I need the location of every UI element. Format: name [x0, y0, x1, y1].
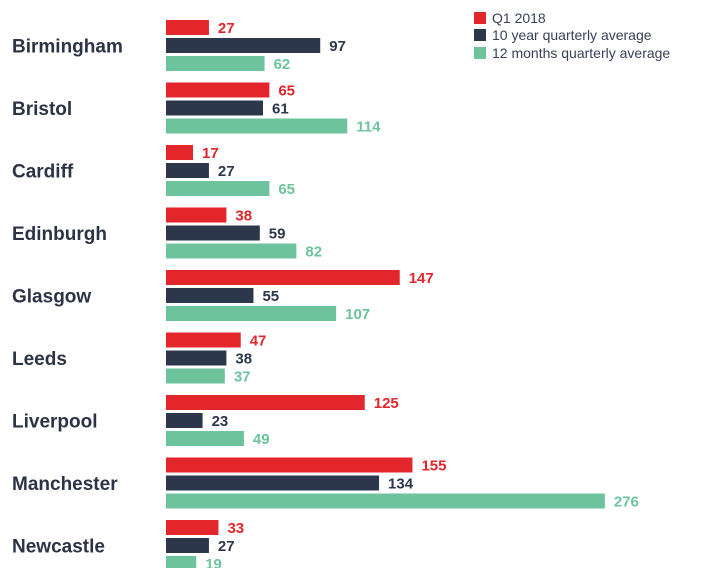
value-label-cardiff-10-year-quarterly-average: 27: [218, 163, 235, 180]
value-label-edinburgh-10-year-quarterly-average: 59: [269, 226, 286, 243]
value-label-manchester-q1-2018: 155: [421, 458, 446, 475]
bar-edinburgh-q1-2018: [166, 207, 227, 223]
value-label-leeds-10-year-quarterly-average: 38: [235, 351, 252, 368]
bar-edinburgh-10-year-quarterly-average: [166, 225, 260, 241]
legend-label-q1-2018: Q1 2018: [492, 9, 546, 26]
value-label-manchester-12-months-quarterly-average: 276: [614, 494, 639, 511]
bar-newcastle-q1-2018: [166, 520, 219, 535]
bar-cardiff-10-year-quarterly-average: [166, 163, 209, 178]
value-label-edinburgh-q1-2018: 38: [235, 208, 252, 225]
bar-birmingham-10-year-quarterly-average: [166, 38, 321, 53]
value-label-newcastle-q1-2018: 33: [227, 520, 244, 537]
bar-glasgow-q1-2018: [166, 270, 400, 285]
category-label-bristol: Bristol: [12, 99, 72, 120]
bar-liverpool-q1-2018: [166, 395, 365, 410]
bar-cardiff-q1-2018: [166, 145, 194, 160]
value-label-glasgow-q1-2018: 147: [409, 270, 434, 287]
legend-swatch-10-year-average: [474, 29, 486, 42]
bar-bristol-12-months-quarterly-average: [166, 118, 348, 134]
legend-label-10-year-average: 10 year quarterly average: [492, 27, 652, 44]
legend-item-q1-2018: Q1 2018: [474, 9, 670, 27]
value-label-birmingham-10-year-quarterly-average: 97: [329, 38, 346, 55]
bar-manchester-q1-2018: [166, 457, 413, 473]
value-label-bristol-10-year-quarterly-average: 61: [272, 101, 289, 118]
bar-newcastle-10-year-quarterly-average: [166, 538, 209, 553]
bar-liverpool-12-months-quarterly-average: [166, 431, 244, 446]
bar-leeds-10-year-quarterly-average: [166, 350, 227, 366]
bar-newcastle-12-months-quarterly-average: [166, 556, 197, 568]
category-labels: Birmingham Bristol Cardiff Edinburgh Glasgow…: [12, 37, 123, 558]
value-label-liverpool-q1-2018: 125: [374, 395, 399, 412]
value-label-liverpool-10-year-quarterly-average: 23: [212, 413, 229, 430]
legend-label-12-months-average: 12 months quarterly average: [492, 44, 671, 61]
bar-glasgow-10-year-quarterly-average: [166, 288, 254, 303]
legend-item-12-months-average: 12 months quarterly average: [474, 44, 670, 62]
category-label-manchester: Manchester: [12, 474, 118, 495]
bar-cardiff-12-months-quarterly-average: [166, 181, 270, 196]
category-label-cardiff: Cardiff: [12, 162, 74, 183]
bar-birmingham-12-months-quarterly-average: [166, 56, 265, 71]
value-label-edinburgh-12-months-quarterly-average: 82: [305, 244, 322, 261]
bar-manchester-10-year-quarterly-average: [166, 475, 380, 491]
value-label-leeds-12-months-quarterly-average: 37: [234, 369, 251, 386]
value-label-glasgow-10-year-quarterly-average: 55: [262, 288, 279, 305]
legend-swatch-12-months-average: [474, 46, 486, 59]
value-label-bristol-12-months-quarterly-average: 114: [356, 119, 381, 136]
value-label-cardiff-12-months-quarterly-average: 65: [278, 181, 295, 198]
value-label-glasgow-12-months-quarterly-average: 107: [345, 306, 370, 323]
value-label-bristol-q1-2018: 65: [278, 83, 295, 100]
bar-leeds-12-months-quarterly-average: [166, 368, 225, 384]
bar-edinburgh-12-months-quarterly-average: [166, 243, 297, 259]
category-label-birmingham: Birmingham: [12, 37, 123, 58]
value-label-cardiff-q1-2018: 17: [202, 145, 219, 162]
value-labels: 2797626561114172765385982147551074738371…: [202, 20, 639, 568]
bar-manchester-12-months-quarterly-average: [166, 493, 605, 509]
bars: [166, 20, 605, 568]
value-label-newcastle-10-year-quarterly-average: 27: [218, 538, 235, 555]
value-label-birmingham-12-months-quarterly-average: 62: [274, 56, 291, 73]
category-label-leeds: Leeds: [12, 349, 67, 370]
bar-liverpool-10-year-quarterly-average: [166, 413, 203, 428]
legend-item-10-year-average: 10 year quarterly average: [474, 27, 670, 45]
category-label-liverpool: Liverpool: [12, 412, 98, 433]
value-label-birmingham-q1-2018: 27: [218, 20, 235, 37]
category-label-newcastle: Newcastle: [12, 537, 105, 558]
bar-glasgow-12-months-quarterly-average: [166, 306, 337, 321]
value-label-liverpool-12-months-quarterly-average: 49: [253, 431, 270, 448]
value-label-newcastle-12-months-quarterly-average: 19: [205, 556, 222, 568]
legend-swatch-q1-2018: [474, 11, 486, 24]
category-label-edinburgh: Edinburgh: [12, 224, 107, 245]
bar-bristol-q1-2018: [166, 82, 270, 98]
bar-leeds-q1-2018: [166, 332, 241, 348]
legend: Q1 2018 10 year quarterly average 12 mon…: [474, 9, 670, 62]
bar-bristol-10-year-quarterly-average: [166, 100, 263, 116]
value-label-leeds-q1-2018: 47: [250, 333, 267, 350]
category-label-glasgow: Glasgow: [12, 287, 91, 308]
bar-birmingham-q1-2018: [166, 20, 209, 35]
value-label-manchester-10-year-quarterly-average: 134: [388, 476, 414, 493]
